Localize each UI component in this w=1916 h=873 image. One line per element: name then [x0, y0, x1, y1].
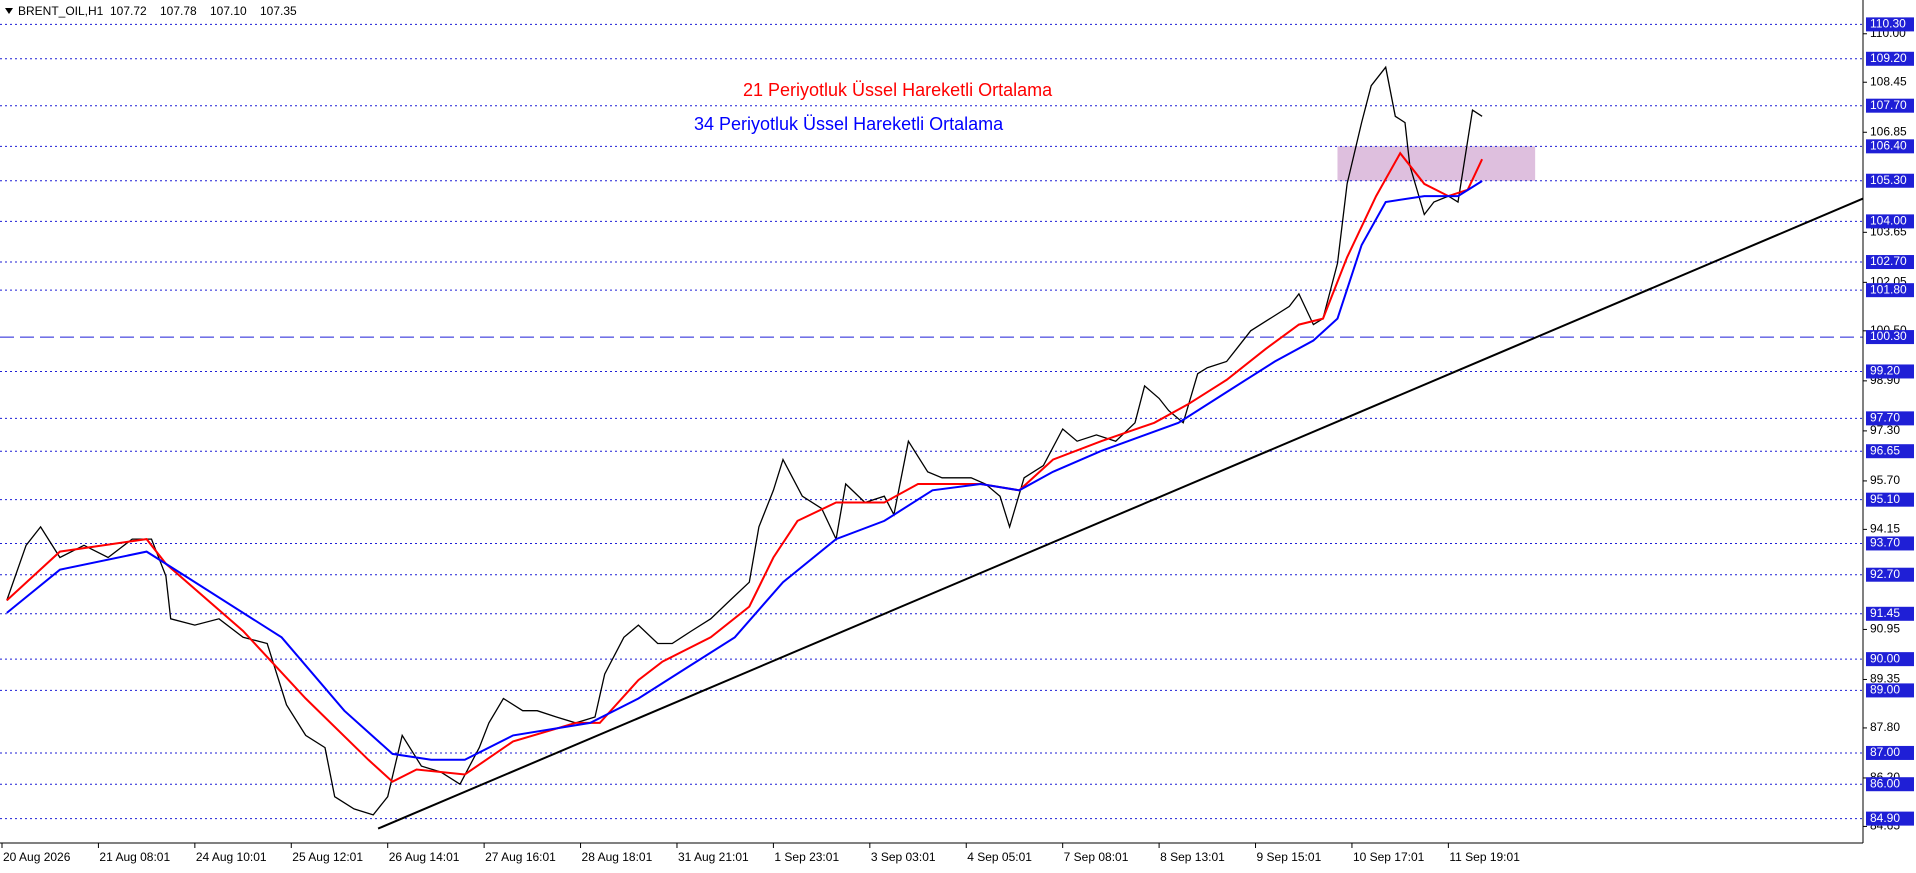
level-label-box: [1866, 411, 1914, 426]
level-label: 86.00: [1870, 776, 1900, 790]
price-line: [6, 65, 1483, 816]
level-label: 84.90: [1870, 811, 1900, 825]
level-label-box: [1866, 492, 1914, 507]
ohlc-value: 107.10: [210, 4, 247, 18]
level-label: 93.70: [1870, 536, 1900, 550]
level-label-box: [1866, 444, 1914, 459]
x-tick-label: 9 Sep 15:01: [1257, 850, 1322, 864]
level-label: 106.40: [1870, 139, 1907, 153]
level-label-box: [1866, 283, 1914, 298]
level-label-box: [1866, 745, 1914, 760]
x-tick-label: 1 Sep 23:01: [774, 850, 839, 864]
y-tick-label: 87.80: [1870, 720, 1900, 734]
level-label-box: [1866, 255, 1914, 270]
x-tick-label: 10 Sep 17:01: [1353, 850, 1425, 864]
level-label-box: [1866, 17, 1914, 32]
level-label: 99.20: [1870, 364, 1900, 378]
level-label: 97.70: [1870, 411, 1900, 425]
trend-line: [377, 197, 1864, 830]
y-tick-label: 106.85: [1870, 124, 1907, 138]
level-label: 92.70: [1870, 567, 1900, 581]
ohlc-value: 107.78: [160, 4, 197, 18]
level-label-box: [1866, 811, 1914, 826]
level-label: 95.10: [1870, 492, 1900, 506]
zone: [1337, 146, 1536, 181]
y-tick-label: 89.35: [1870, 672, 1900, 686]
x-tick-label: 26 Aug 14:01: [389, 850, 460, 864]
y-tick-label: 108.45: [1870, 74, 1907, 88]
level-label: 91.45: [1870, 606, 1900, 620]
menu-triangle: [5, 8, 13, 14]
x-tick-label: 3 Sep 03:01: [871, 850, 936, 864]
y-tick-label: 95.70: [1870, 473, 1900, 487]
level-label: 101.80: [1870, 282, 1907, 296]
level-label: 102.70: [1870, 254, 1907, 268]
level-label-box: [1866, 98, 1914, 113]
level-label-box: [1866, 567, 1914, 582]
level-label-box: [1866, 536, 1914, 551]
legend-entry: 34 Periyotluk Üssel Hareketli Ortalama: [694, 114, 1004, 134]
symbol: BRENT_OIL,H1: [18, 4, 104, 18]
x-tick-label: 28 Aug 18:01: [582, 850, 653, 864]
y-tick-label: 94.15: [1870, 522, 1900, 536]
level-label: 96.65: [1870, 443, 1900, 457]
x-tick-label: 11 Sep 19:01: [1449, 850, 1520, 864]
y-tick-label: 97.30: [1870, 423, 1900, 437]
x-tick-label: 27 Aug 16:01: [485, 850, 556, 864]
level-label: 89.00: [1870, 683, 1900, 697]
level-label-box: [1866, 606, 1914, 621]
x-tick-label: 24 Aug 10:01: [196, 850, 267, 864]
level-label-box: [1866, 330, 1914, 345]
ema-line: [6, 151, 1484, 783]
level-label-box: [1866, 139, 1914, 154]
level-label-box: [1866, 51, 1914, 66]
y-tick-label: 90.95: [1870, 622, 1900, 636]
ohlc-value: 107.72: [110, 4, 147, 18]
ohlc-value: 107.35: [260, 4, 297, 18]
x-tick-label: 21 Aug 08:01: [99, 850, 170, 864]
level-label: 87.00: [1870, 745, 1900, 759]
level-label-box: [1866, 777, 1914, 792]
x-tick-label: 20 Aug 2026: [3, 850, 71, 864]
level-label-box: [1866, 364, 1914, 379]
x-tick-label: 4 Sep 05:01: [967, 850, 1032, 864]
level-label: 110.30: [1870, 17, 1906, 31]
ema-line: [6, 180, 1483, 761]
level-label-box: [1866, 214, 1914, 229]
level-label: 104.00: [1870, 214, 1907, 228]
level-label: 109.20: [1870, 51, 1907, 65]
level-label-box: [1866, 173, 1914, 188]
x-tick-label: 25 Aug 12:01: [292, 850, 363, 864]
level-label: 100.30: [1870, 329, 1907, 343]
x-tick-label: 8 Sep 13:01: [1160, 850, 1225, 864]
level-label-box: [1866, 652, 1914, 667]
level-label: 90.00: [1870, 651, 1900, 665]
level-label: 107.70: [1870, 98, 1907, 112]
level-label: 105.30: [1870, 173, 1907, 187]
legend-entry: 21 Periyotluk Üssel Hareketli Ortalama: [743, 80, 1053, 100]
x-tick-label: 31 Aug 21:01: [678, 850, 749, 864]
level-label-box: [1866, 683, 1914, 698]
x-tick-label: 7 Sep 08:01: [1064, 850, 1129, 864]
